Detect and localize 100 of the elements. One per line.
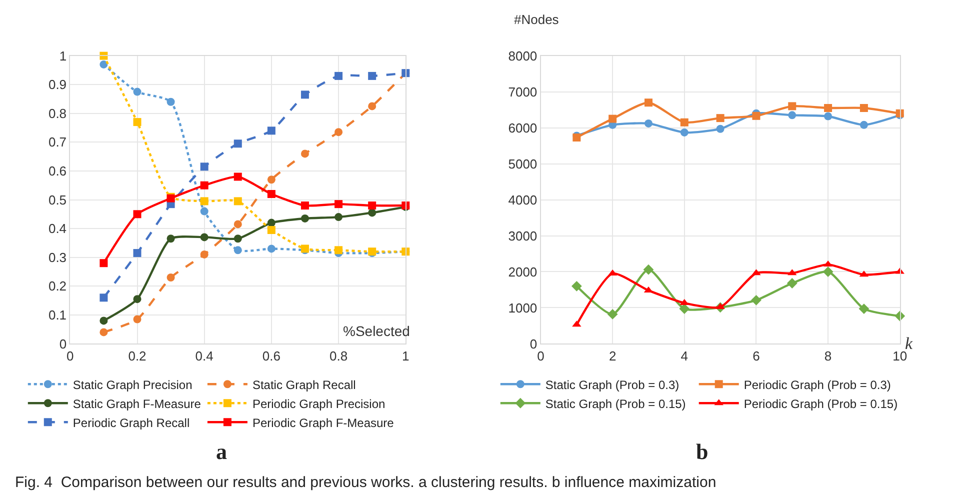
point (133, 210, 142, 218)
point (608, 114, 617, 123)
x-tick-label: 2 (608, 348, 616, 364)
point (368, 208, 376, 217)
point (200, 233, 208, 242)
point (571, 280, 582, 292)
point (133, 295, 142, 304)
point (267, 190, 276, 198)
y-axis-title: #Nodes (514, 12, 560, 27)
y-tick-label: 0.4 (48, 221, 67, 236)
point (334, 246, 343, 254)
point (166, 98, 175, 106)
point (100, 60, 108, 68)
point (234, 140, 242, 148)
x-tick-label: 0.4 (195, 348, 214, 364)
y-tick-label: 1000 (508, 300, 538, 316)
point (267, 176, 276, 184)
caption: Fig. 4 Comparison between our results and previous works. a clustering results. b influence maximization (15, 474, 716, 491)
legend-label: Periodic Graph Recall (72, 416, 190, 430)
point (643, 264, 654, 275)
legend-label: Periodic Graph (Prob = 0.3) (744, 378, 891, 392)
point (822, 266, 834, 277)
point (200, 250, 208, 258)
point (100, 328, 108, 336)
legend-label: Periodic Graph F-Measure (252, 416, 394, 430)
y-tick-label: 2000 (508, 264, 538, 280)
point (267, 218, 276, 227)
legend-label: Static Graph (Prob = 0.3) (545, 378, 680, 392)
point (680, 128, 688, 136)
x-tick-label: 4 (680, 348, 688, 364)
x-tick-label: 6 (752, 348, 760, 364)
y-tick-label: 7000 (508, 84, 538, 100)
point (786, 278, 798, 288)
point (200, 181, 208, 190)
point (100, 294, 108, 302)
point (788, 102, 796, 110)
point (234, 172, 242, 181)
text: b (696, 439, 708, 464)
y-tick-label: 6000 (508, 120, 538, 136)
point (200, 197, 208, 206)
point (133, 315, 142, 324)
y-tick-label: 0.9 (48, 77, 67, 92)
point (752, 112, 760, 120)
point (300, 214, 309, 222)
x-tick-label: 0.2 (128, 348, 146, 364)
y-tick-label: 0.2 (48, 278, 67, 294)
point (200, 162, 208, 171)
point (100, 259, 108, 268)
point (133, 118, 142, 126)
point (166, 274, 175, 282)
point (679, 304, 690, 314)
point (334, 128, 343, 136)
x-tick-label: 1 (402, 348, 410, 364)
x-axis-title: %Selected (343, 323, 410, 339)
y-tick-label: 0.6 (48, 164, 67, 179)
y-tick-label: 0 (59, 336, 67, 352)
point (200, 207, 208, 216)
legend-label: Static Graph Recall (252, 378, 356, 392)
point (716, 114, 724, 122)
point (368, 202, 376, 210)
x-tick-label: 8 (824, 348, 832, 364)
point (267, 244, 276, 253)
legend-label: Static Graph Precision (72, 378, 192, 392)
point (100, 316, 108, 325)
point (334, 200, 343, 208)
point (334, 72, 343, 80)
point (788, 111, 796, 120)
y-tick-label: 5000 (508, 156, 538, 172)
point (334, 213, 343, 222)
text: a (216, 439, 227, 464)
x-tick-label: 0.6 (262, 348, 280, 364)
point (300, 90, 309, 99)
x-tick-label: 0.8 (329, 348, 348, 364)
y-tick-label: 4000 (508, 192, 538, 208)
point (860, 120, 868, 129)
point (234, 197, 242, 206)
y-tick-label: 0.5 (48, 192, 67, 208)
legend-label: Periodic Graph (Prob = 0.15) (744, 396, 898, 411)
legend-label: Static Graph (Prob = 0.15) (545, 396, 686, 411)
y-tick-label: 0.7 (48, 134, 67, 150)
point (368, 102, 376, 110)
point (607, 309, 618, 320)
point (751, 294, 762, 306)
y-tick-label: 8000 (508, 48, 538, 64)
point (860, 104, 868, 112)
legend-label: Periodic Graph Precision (252, 396, 386, 411)
y-tick-label: 0.8 (48, 106, 67, 121)
y-tick-label: 0.1 (48, 307, 67, 322)
point (300, 202, 309, 210)
x-axis-title: k (905, 334, 913, 353)
y-tick-label: 3000 (508, 228, 538, 244)
point (267, 126, 276, 135)
point (300, 150, 309, 158)
point (824, 112, 832, 120)
y-tick-label: 1 (59, 48, 67, 64)
point (680, 118, 688, 126)
point (368, 72, 376, 80)
point (858, 304, 870, 314)
point (644, 119, 652, 128)
point (716, 124, 724, 133)
